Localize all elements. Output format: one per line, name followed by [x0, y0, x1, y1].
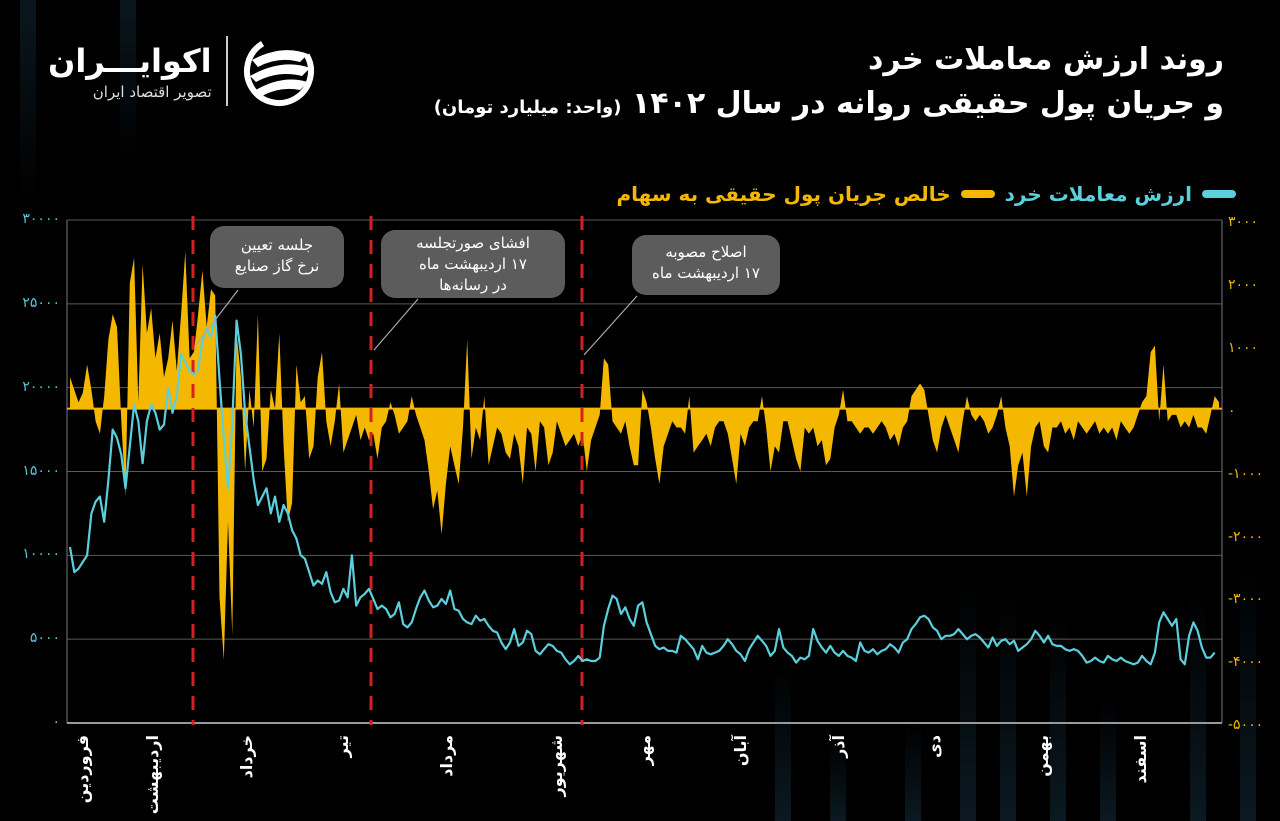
y-left-tick: ۵۰۰۰: [29, 630, 60, 646]
month-label: اردیبهشت: [143, 735, 162, 815]
y-right-tick: ۲۰۰۰: [1228, 277, 1259, 293]
annotation-resolution-amendment: اصلاح مصوبه ۱۷ اردیبهشت ماه: [632, 235, 780, 295]
unit-label: (واحد: میلیارد تومان): [433, 97, 622, 118]
y-right-tick: -۱۰۰۰: [1228, 466, 1264, 482]
title-line-2: و جریان پول حقیقی روانه در سال ۱۴۰۲: [631, 86, 1224, 121]
y-left-tick: ۲۵۰۰۰: [22, 295, 60, 311]
month-label: شهریور: [547, 735, 566, 797]
month-label: اسفند: [1131, 735, 1150, 784]
brand-name: اکوایـــران: [48, 42, 212, 80]
annotation-minutes-disclosure: افشای صورتجلسه ۱۷ اردیبهشت ماه در رسانه‌…: [381, 230, 565, 298]
event-lines: [191, 216, 584, 725]
y-right-tick: ۰: [1228, 403, 1236, 419]
y-right-tick: -۵۰۰۰: [1228, 717, 1264, 733]
ecoiran-swirl-icon: [243, 36, 314, 106]
retail-value-line: [68, 314, 1216, 666]
month-label: تیر: [333, 735, 352, 758]
annotation-gas-rate-meeting: جلسه تعیین نرخ گاز صنایع: [210, 226, 344, 288]
brand-tagline: تصویر اقتصاد ایران: [92, 83, 212, 101]
month-label: مهر: [635, 735, 654, 766]
chart-title: روند ارزش معاملات خرد و جریان پول حقیقی …: [434, 38, 1224, 130]
month-label: خرداد: [237, 735, 256, 779]
y-right-tick: -۴۰۰۰: [1228, 654, 1264, 670]
y-left-tick: ۲۰۰۰۰: [22, 379, 60, 395]
month-label: آذر: [829, 735, 848, 758]
y-right-tick: -۳۰۰۰: [1228, 591, 1264, 607]
legend: ارزش معاملات خرد خالص جریان پول حقیقی به…: [616, 182, 1236, 206]
month-label: مرداد: [437, 735, 456, 777]
legend-label-netflow: خالص جریان پول حقیقی به سهام: [616, 182, 951, 206]
month-label: بهمن: [1033, 735, 1052, 777]
title-line-1: روند ارزش معاملات خرد: [867, 42, 1224, 77]
callout-leaders: [195, 289, 638, 356]
y-right-tick: -۲۰۰۰: [1228, 529, 1264, 545]
logo-divider: [225, 36, 228, 106]
month-label: فروردین: [73, 735, 92, 804]
brand-logo: اکوایـــران تصویر اقتصاد ایران: [48, 34, 316, 108]
gridlines: [66, 219, 1223, 724]
month-label: آبان: [731, 735, 750, 767]
y-right-tick: ۱۰۰۰: [1228, 340, 1259, 356]
net-flow-area: [70, 251, 1219, 661]
y-right-tick: ۳۰۰۰: [1228, 214, 1259, 230]
y-left-tick: ۱۰۰۰۰: [22, 546, 60, 562]
y-left-tick: ۰: [52, 714, 60, 730]
month-label: دی: [925, 735, 944, 758]
legend-swatch-retail: [1202, 190, 1236, 198]
y-left-tick: ۱۵۰۰۰: [22, 463, 60, 479]
legend-label-retail: ارزش معاملات خرد: [1004, 182, 1192, 206]
y-left-tick: ۳۰۰۰۰: [22, 211, 60, 227]
legend-swatch-netflow: [960, 190, 995, 198]
